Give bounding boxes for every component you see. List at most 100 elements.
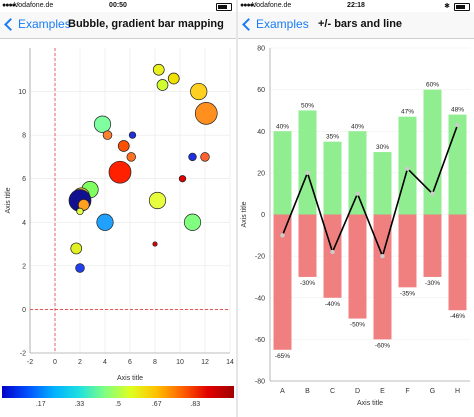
line-marker [405, 166, 410, 171]
left-screen: ●●●●○ Vodafone.de 00:50 Examples Bubble,… [0, 0, 236, 417]
positive-data-label: 48% [451, 107, 464, 114]
bubble [117, 140, 130, 152]
y-tick-label: 40 [257, 129, 265, 136]
color-gradient-bar [2, 386, 234, 398]
bubble [152, 241, 158, 247]
right-screen: ●●●●○ Vodafone.de 22:18 ✱ Examples +/- b… [238, 0, 474, 417]
positive-data-label: 30% [376, 144, 389, 151]
bubble [167, 72, 180, 85]
negative-data-label: -60% [375, 342, 390, 349]
battery-icon [216, 3, 232, 11]
y-tick-label: 0 [22, 307, 26, 314]
x-tick-label: A [280, 388, 285, 395]
bubble [76, 207, 84, 216]
x-tick-label: 14 [226, 359, 234, 366]
colorbar-tick-label: .5 [115, 401, 121, 408]
divider [236, 0, 238, 417]
bubble-chart: -2 0 2 4 6 8 10 12 14 -2 0 2 4 6 8 10 Axis title Axis tit… [5, 48, 234, 380]
positive-bar [398, 116, 417, 215]
x-tick-label: 6 [128, 359, 132, 366]
bar-line-chart: -80 -60 -40 -20 0 20 40 60 80 40% -65% A 50% -30% B 35%… [241, 46, 470, 407]
negative-data-label: -35% [400, 290, 415, 297]
line-marker [455, 122, 460, 128]
status-bar: ●●●●○ Vodafone.de 22:18 ✱ [238, 0, 474, 12]
x-tick-label: 10 [176, 359, 184, 366]
colorbar-tick-label: .67 [151, 401, 162, 408]
x-tick-label: 8 [153, 359, 157, 366]
x-tick-label: 12 [201, 359, 209, 366]
y-tick-label: -2 [20, 351, 26, 358]
clock: 00:50 [109, 2, 127, 9]
negative-data-label: -30% [425, 280, 440, 287]
back-button[interactable]: Examples [3, 17, 71, 31]
positive-bar [273, 131, 292, 215]
back-label: Examples [256, 17, 309, 31]
positive-bar [448, 114, 467, 215]
positive-bar [348, 131, 367, 215]
bubble [126, 152, 136, 162]
positive-bar [323, 141, 342, 215]
clock: 22:18 [347, 2, 365, 9]
bubble [188, 152, 197, 162]
y-tick-label: -40 [255, 295, 265, 302]
x-axis-title: Axis title [117, 375, 143, 380]
carrier-label: Vodafone.de [252, 2, 292, 9]
bubble [77, 199, 90, 211]
x-tick-label: 4 [103, 359, 107, 366]
y-tick-label: 6 [22, 176, 26, 183]
x-tick-label: F [405, 388, 409, 395]
negative-bar [398, 214, 417, 288]
x-tick-label: H [455, 388, 460, 395]
bubble [183, 213, 202, 231]
bubble [148, 191, 167, 210]
signal-icon: ●●●●○ [2, 2, 19, 9]
colorbar-tick-label: .17 [35, 401, 46, 408]
positive-data-label: 47% [401, 109, 414, 116]
back-button[interactable]: Examples [241, 17, 309, 31]
line-series [281, 124, 459, 259]
line-marker [305, 170, 310, 176]
y-tick-label: -80 [255, 379, 265, 386]
positive-data-label: 40% [276, 123, 289, 130]
x-axis-title: Axis title [357, 400, 383, 407]
positive-data-label: 50% [301, 102, 314, 109]
line-marker [330, 249, 335, 255]
bubble [108, 160, 132, 184]
bubble [102, 130, 113, 140]
line-marker [280, 233, 285, 238]
bubble [194, 102, 218, 125]
negative-data-label: -50% [350, 322, 365, 329]
y-tick-label: -20 [255, 254, 265, 261]
nav-bar: Examples Bubble, gradient bar mapping [0, 12, 236, 39]
x-tick-label: D [355, 388, 360, 395]
negative-bar [448, 214, 467, 311]
page-title: Bubble, gradient bar mapping [68, 18, 224, 30]
y-tick-label: 2 [22, 263, 26, 270]
positive-data-label: 60% [426, 82, 439, 89]
bubble [178, 175, 187, 183]
battery-icon [454, 3, 470, 11]
positive-data-label: 40% [351, 123, 364, 130]
bubble [152, 63, 165, 76]
negative-data-label: -65% [275, 353, 290, 360]
bubble [96, 213, 114, 231]
bubble [70, 242, 83, 255]
negative-bar [348, 214, 367, 319]
chevron-left-icon [242, 17, 255, 31]
y-tick-label: 10 [18, 89, 26, 96]
bubble [190, 82, 208, 101]
positive-bar [373, 152, 392, 215]
colorbar-tick-label: .33 [74, 401, 85, 408]
positive-data-label: 35% [326, 134, 339, 141]
y-tick-label: 8 [22, 133, 26, 140]
x-tick-label: C [330, 388, 335, 395]
x-tick-label: 2 [78, 359, 82, 366]
y-tick-label: 20 [257, 170, 265, 177]
x-tick-label: E [380, 388, 385, 395]
status-bar: ●●●●○ Vodafone.de 00:50 [0, 0, 236, 12]
y-tick-label: -60 [255, 337, 265, 344]
carrier-label: Vodafone.de [14, 2, 54, 9]
x-tick-label: B [305, 388, 310, 395]
bubble [128, 131, 137, 139]
negative-data-label: -30% [300, 280, 315, 287]
